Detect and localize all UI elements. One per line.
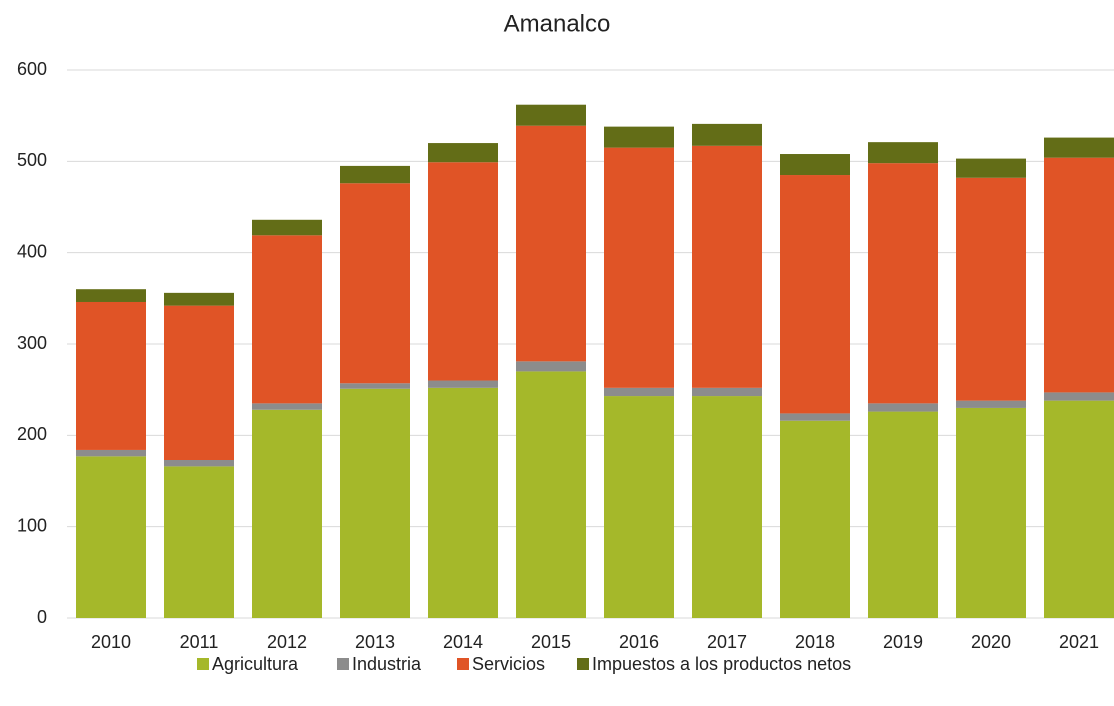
bar-segment [76, 289, 146, 302]
legend-label: Servicios [472, 654, 545, 674]
legend-label: Agricultura [212, 654, 299, 674]
bar-segment [868, 403, 938, 412]
x-tick-label: 2016 [619, 632, 659, 652]
bar-segment [164, 292, 234, 306]
bar-segment [164, 459, 234, 467]
bar-segment [252, 219, 322, 236]
x-tick-label: 2012 [267, 632, 307, 652]
bar-segment [692, 387, 762, 397]
x-tick-label: 2017 [707, 632, 747, 652]
x-tick-label: 2015 [531, 632, 571, 652]
bar-segment [76, 449, 146, 457]
bar-segment [340, 383, 410, 389]
x-tick-label: 2013 [355, 632, 395, 652]
x-tick-label: 2019 [883, 632, 923, 652]
bar-segment [1044, 392, 1114, 401]
bar-segment [516, 104, 586, 126]
legend-swatch [337, 658, 349, 670]
bar-segment [516, 361, 586, 372]
y-tick-label: 0 [37, 607, 47, 627]
x-tick-label: 2020 [971, 632, 1011, 652]
bar-segment [76, 301, 146, 450]
bar-segment [340, 388, 410, 618]
y-tick-label: 200 [17, 424, 47, 444]
bar-segment [428, 387, 498, 618]
bar-segment [340, 165, 410, 184]
bar-segment [428, 143, 498, 163]
bar-segment [1044, 137, 1114, 158]
bar-segment [956, 177, 1026, 401]
bar-segment [428, 162, 498, 381]
bar-segment [692, 123, 762, 146]
x-tick-label: 2021 [1059, 632, 1099, 652]
bar-segment [1044, 157, 1114, 393]
bar-segment [252, 235, 322, 404]
bar-segment [252, 403, 322, 410]
bar-segment [76, 456, 146, 618]
bar-segment [780, 175, 850, 414]
bar-segment [780, 420, 850, 618]
bar-segment [164, 305, 234, 460]
x-tick-label: 2014 [443, 632, 483, 652]
x-tick-label: 2018 [795, 632, 835, 652]
y-tick-label: 500 [17, 150, 47, 170]
bar-segment [604, 387, 674, 397]
bar-segment [516, 371, 586, 618]
legend-swatch [457, 658, 469, 670]
y-tick-label: 400 [17, 241, 47, 261]
bar-segment [868, 411, 938, 618]
legend-label: Industria [352, 654, 422, 674]
bar-segment [956, 400, 1026, 408]
bar-segment [164, 466, 234, 618]
bar-segment [692, 145, 762, 388]
bar-segment [252, 409, 322, 618]
bar-segment [604, 396, 674, 618]
bar-segment [956, 158, 1026, 178]
x-tick-label: 2010 [91, 632, 131, 652]
bar-segment [604, 147, 674, 388]
bar-segment [868, 142, 938, 164]
y-tick-label: 600 [17, 59, 47, 79]
bar-segment [780, 154, 850, 176]
legend-label: Impuestos a los productos netos [592, 654, 851, 674]
y-tick-label: 300 [17, 333, 47, 353]
bar-segment [340, 183, 410, 384]
bar-segment [516, 125, 586, 362]
bar-segment [604, 126, 674, 148]
bar-segment [780, 413, 850, 421]
bar-segment [868, 163, 938, 404]
bar-segment [692, 396, 762, 618]
chart-title: Amanalco [504, 10, 611, 37]
x-tick-label: 2011 [180, 632, 219, 652]
bar-segment [1044, 400, 1114, 618]
bar-segment [428, 380, 498, 388]
legend-swatch [577, 658, 589, 670]
bar-segment [956, 407, 1026, 618]
legend-swatch [197, 658, 209, 670]
y-tick-label: 100 [17, 515, 47, 535]
